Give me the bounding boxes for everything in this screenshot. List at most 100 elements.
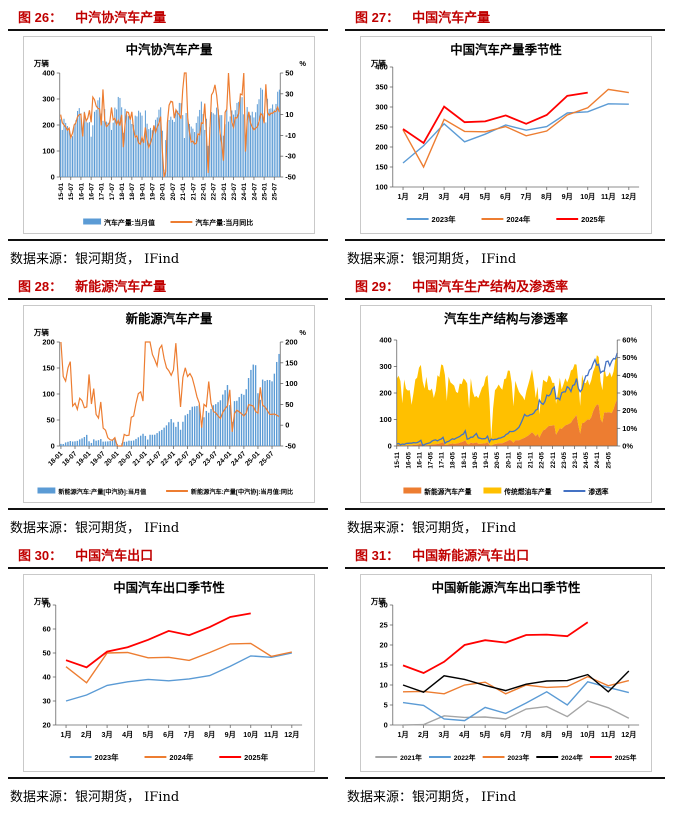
figure-26-title: 中汽协汽车产量 [75,10,167,25]
figure-27-header: 图 27： 中国汽车产量 [355,7,665,26]
svg-text:10月: 10月 [580,193,595,201]
svg-text:8月: 8月 [541,193,552,201]
svg-text:21-07: 21-07 [190,183,197,201]
figure-29: 图 29： 中国汽车生产结构及渗透率 汽车生产结构与渗透率 0 100 200 300 4… [345,272,665,539]
svg-text:11月: 11月 [264,731,279,739]
svg-text:25-05: 25-05 [605,452,612,469]
svg-text:15-07: 15-07 [68,183,75,201]
svg-text:万辆: 万辆 [370,58,386,68]
svg-text:400: 400 [375,62,387,71]
svg-text:2024年: 2024年 [169,752,194,762]
svg-text:40%: 40% [622,371,637,380]
svg-text:新能源汽车:产量[中汽协]:当月值:同比: 新能源汽车:产量[中汽协]:当月值:同比 [191,488,293,496]
svg-text:19-11: 19-11 [483,452,490,469]
header-divider [8,567,328,569]
svg-text:万辆: 万辆 [33,596,49,606]
figure-28-header: 图 28： 新能源汽车产量 [18,276,328,295]
svg-text:21-01: 21-01 [132,450,149,467]
svg-text:11月: 11月 [601,731,616,739]
chart-divider [345,777,665,779]
figure-30: 图 30： 中国汽车出口 中国汽车出口季节性 万辆 20 30 40 50 60 70 1月 2月… [8,541,328,808]
figure-31-title: 中国新能源汽车出口 [412,548,530,563]
svg-text:23-01: 23-01 [221,183,228,201]
figure-31: 图 31： 中国新能源汽车出口 中国新能源汽车出口季节性 万辆 0 5 10 15 20 25… [345,541,665,808]
svg-text:中国新能源汽车出口季节性: 中国新能源汽车出口季节性 [432,580,581,595]
svg-text:3月: 3月 [439,193,450,201]
figure-26-label: 图 26： [18,10,63,25]
svg-text:2022年: 2022年 [454,753,476,762]
svg-text:2025年: 2025年 [581,214,606,224]
svg-text:5月: 5月 [480,193,491,201]
svg-text:100: 100 [42,146,54,155]
chart-divider [345,239,665,241]
svg-text:2023年: 2023年 [95,752,120,762]
svg-text:2025年: 2025年 [244,752,269,762]
svg-text:24-05: 24-05 [583,452,590,469]
svg-text:17-01: 17-01 [99,183,106,201]
chart-divider [8,239,328,241]
svg-text:4月: 4月 [459,193,470,201]
svg-text:5月: 5月 [480,731,491,739]
svg-text:20-07: 20-07 [118,450,135,467]
svg-text:250: 250 [375,122,387,131]
svg-text:100: 100 [285,379,297,388]
svg-text:25-01: 25-01 [262,183,269,201]
svg-text:25: 25 [380,620,388,629]
svg-text:18-05: 18-05 [450,452,457,469]
svg-text:7月: 7月 [521,731,532,739]
svg-text:新能源汽车产量: 新能源汽车产量 [126,311,213,326]
svg-text:24-07: 24-07 [230,450,247,467]
svg-text:5: 5 [384,700,388,709]
svg-text:23-07: 23-07 [231,183,238,201]
svg-text:16-07: 16-07 [89,183,96,201]
svg-text:18-01: 18-01 [119,183,126,201]
svg-text:万辆: 万辆 [33,58,49,68]
svg-text:60: 60 [43,624,51,633]
svg-text:17-07: 17-07 [109,183,116,201]
svg-text:9月: 9月 [562,193,573,201]
header-divider [8,298,328,300]
svg-text:22-05: 22-05 [539,452,546,469]
svg-text:150: 150 [42,363,54,372]
svg-text:22-01: 22-01 [200,183,207,201]
svg-text:18-11: 18-11 [461,452,468,469]
svg-text:19-01: 19-01 [75,450,92,467]
svg-text:200: 200 [379,388,391,397]
svg-text:0: 0 [51,441,55,450]
figure-28-label: 图 28： [18,279,63,294]
svg-text:3月: 3月 [102,731,113,739]
svg-text:2025年: 2025年 [615,753,637,762]
svg-text:10: 10 [285,110,293,119]
header-divider [8,29,328,31]
svg-text:汽车产量:当月值: 汽车产量:当月值 [104,218,155,227]
figure-28: 图 28： 新能源汽车产量 新能源汽车产量 万辆% 0 50 100 150 200 -50 0… [8,272,328,539]
svg-text:12月: 12月 [621,193,636,201]
svg-text:20: 20 [380,640,388,649]
svg-text:0: 0 [388,441,392,450]
figure-27-title: 中国汽车产量 [412,10,491,25]
svg-text:23-01: 23-01 [188,450,205,467]
svg-text:2021年: 2021年 [400,753,422,762]
svg-text:10月: 10月 [243,731,258,739]
svg-text:40: 40 [43,672,51,681]
chart-divider [345,508,665,510]
svg-text:23-05: 23-05 [561,452,568,469]
figure-28-title: 新能源汽车产量 [75,279,167,294]
svg-text:0: 0 [51,172,55,181]
figure-28-source: 数据来源：银河期货， IFind [10,521,180,536]
svg-text:30%: 30% [622,388,637,397]
svg-text:100: 100 [379,415,391,424]
svg-text:2024年: 2024年 [561,753,583,762]
svg-text:22-01: 22-01 [160,450,177,467]
svg-text:1月: 1月 [397,193,408,201]
svg-text:21-05: 21-05 [516,452,523,469]
header-divider [345,298,665,300]
svg-text:200: 200 [42,120,54,129]
figure-29-title: 中国汽车生产结构及渗透率 [412,279,569,294]
svg-text:2月: 2月 [418,193,429,201]
svg-text:0: 0 [384,720,388,729]
svg-text:%: % [299,59,306,68]
